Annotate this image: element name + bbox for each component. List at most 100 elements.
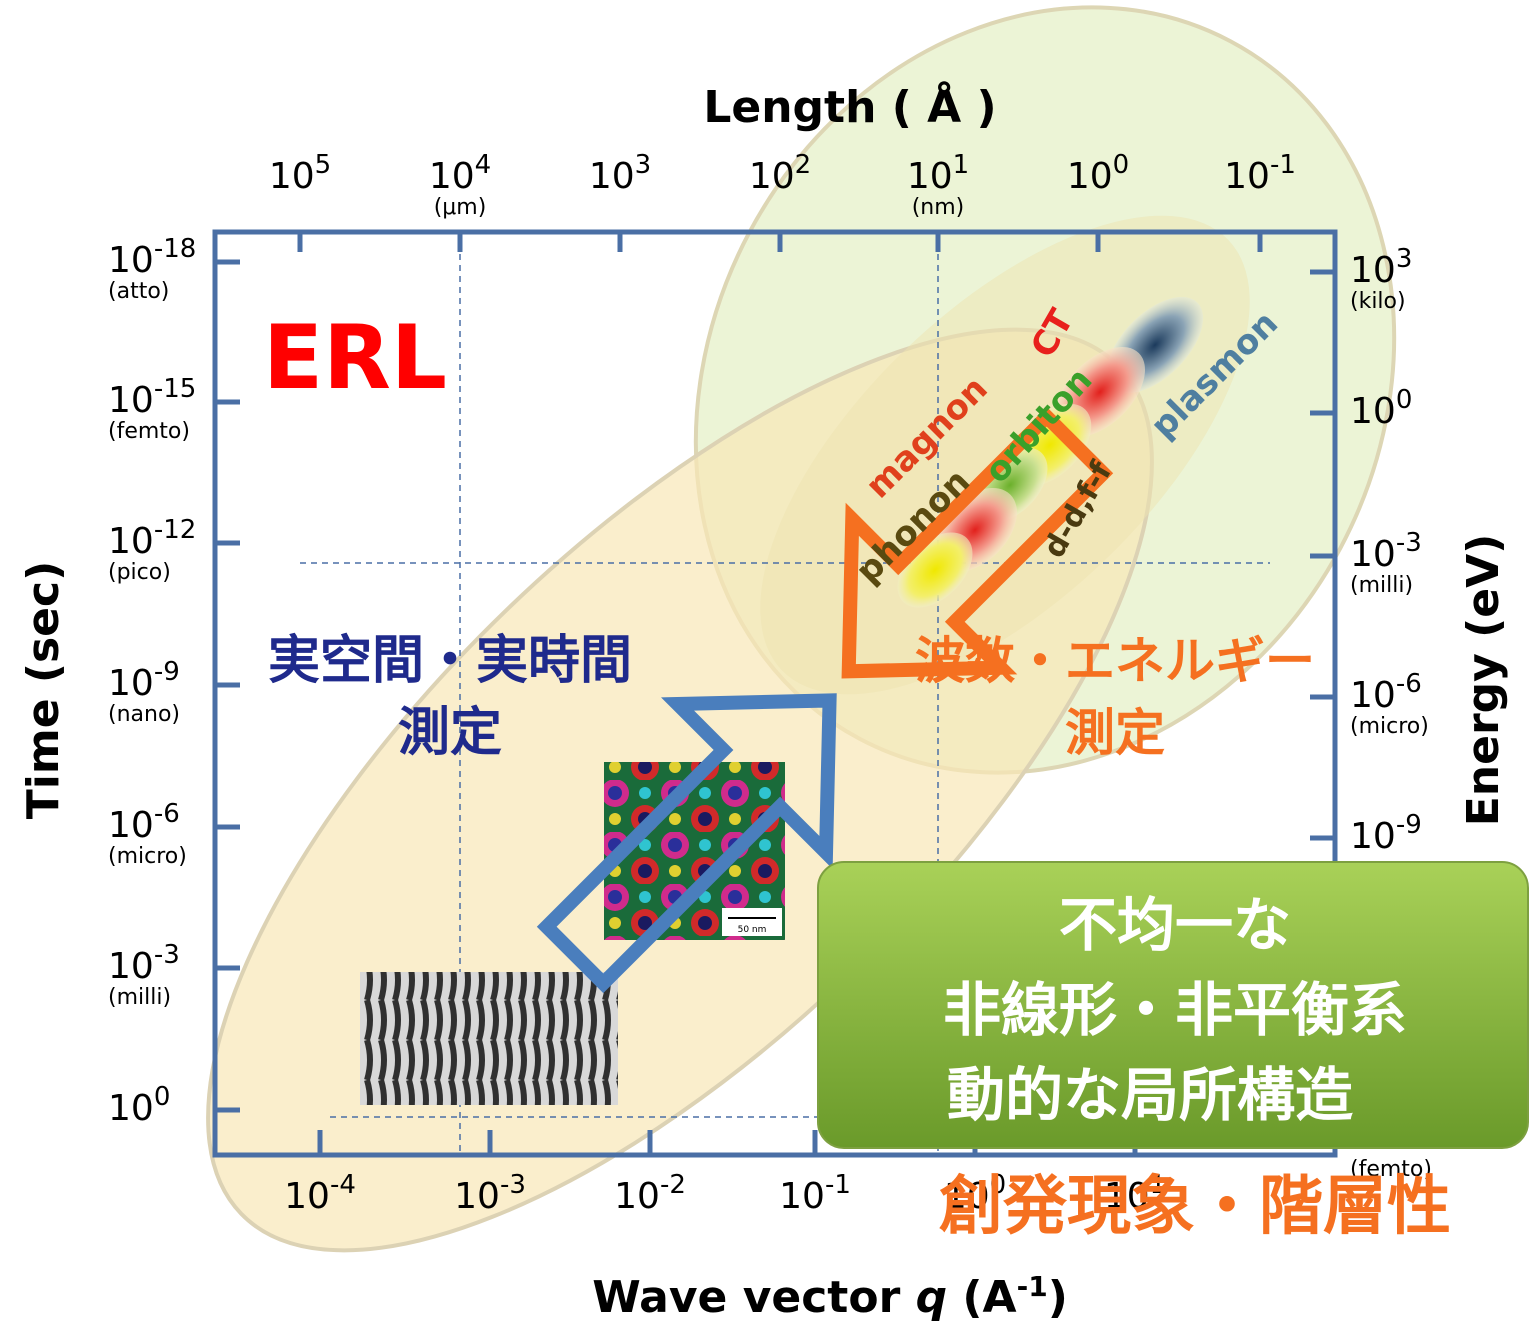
tick-label: 105 <box>269 150 331 197</box>
tick-label: 10-4 <box>284 1170 356 1217</box>
tick-exp: -4 <box>330 1170 356 1200</box>
tick-base: 10 <box>1350 534 1396 575</box>
tick-base: 10 <box>779 1176 825 1217</box>
tick-base: 10 <box>907 156 953 197</box>
tick-unit: (nano) <box>108 702 180 727</box>
tick-exp: 2 <box>795 150 812 180</box>
tick-label: 10-15 <box>108 374 196 421</box>
tick-base: 10 <box>1350 250 1396 291</box>
tick-base: 10 <box>108 521 154 562</box>
tick-label: 10-1 <box>1224 150 1296 197</box>
title-part: (A <box>947 1272 1016 1323</box>
tick-label: 10-9 <box>1350 810 1422 857</box>
title-part: -1 <box>1017 1270 1048 1303</box>
real-space-arrow <box>536 693 837 994</box>
tick-exp: 4 <box>475 150 492 180</box>
tick-base: 10 <box>108 380 154 421</box>
tick-base: 10 <box>589 156 635 197</box>
tick-exp: -6 <box>154 799 180 829</box>
title-part: ) <box>1048 1272 1068 1323</box>
real-space-label: 測定 <box>398 703 502 763</box>
tick-unit: (femto) <box>1350 1157 1432 1182</box>
tick-base: 10 <box>614 1176 660 1217</box>
tick-base: 10 <box>108 805 154 846</box>
real-space-label: 実空間・実時間 <box>268 631 632 691</box>
frame-ticks <box>215 232 1335 1155</box>
tick-unit: (nm) <box>912 195 965 220</box>
momentum-label: 波数・エネルギー <box>915 632 1315 690</box>
tick-label: 104 <box>429 150 491 197</box>
summary-box <box>817 861 1529 1149</box>
tick-exp: 0 <box>1396 385 1413 415</box>
top-axis-title: Length ( Å ) <box>703 80 996 133</box>
scale-bar-bg <box>722 908 782 936</box>
left-axis-title: Time (sec) <box>18 561 69 819</box>
tick-exp: -9 <box>154 657 180 687</box>
tick-unit: (μm) <box>434 195 487 220</box>
box-line: 動的な局所構造 <box>947 1061 1353 1129</box>
tick-exp: 3 <box>1396 244 1413 274</box>
tick-exp: 1 <box>1150 1170 1167 1200</box>
tick-label: 100 <box>108 1082 170 1129</box>
tick-label: 100 <box>1350 385 1412 432</box>
bottom-axis-title: Wave vector q (A-1) <box>592 1270 1068 1324</box>
tick-base: 10 <box>1224 156 1270 197</box>
tick-unit: (atto) <box>108 279 169 304</box>
momentum-label: 測定 <box>1065 704 1165 762</box>
tick-unit: (micro) <box>1350 714 1429 739</box>
tick-base: 10 <box>108 663 154 704</box>
tick-label: 102 <box>749 150 811 197</box>
tick-exp: -6 <box>1396 669 1422 699</box>
plot-frame <box>212 229 1338 1158</box>
tick-label: 10-3 <box>108 940 180 987</box>
tick-label: 10-18 <box>108 234 196 281</box>
tick-base: 10 <box>284 1176 330 1217</box>
tick-exp: -12 <box>154 515 196 545</box>
tick-exp: 0 <box>154 1082 171 1112</box>
title-part: Wave vector <box>592 1272 915 1323</box>
tick-exp: 0 <box>990 1170 1007 1200</box>
tick-base: 10 <box>1350 675 1396 716</box>
tick-label: 100 <box>944 1170 1006 1217</box>
tick-label: 10-3 <box>454 1170 526 1217</box>
tick-label: 10-12 <box>108 515 196 562</box>
tick-exp: -3 <box>154 940 180 970</box>
momentum-arrow <box>841 406 1114 679</box>
tick-label: 10-2 <box>614 1170 686 1217</box>
tick-label: 101 <box>1104 1170 1166 1217</box>
footer-label: 創発現象・階層性 <box>939 1170 1451 1244</box>
box-line: 非線形・非平衡系 <box>943 976 1407 1044</box>
tick-label: 103 <box>1350 244 1412 291</box>
tick-exp: -18 <box>154 234 196 264</box>
tick-base: 10 <box>1350 391 1396 432</box>
tick-unit: (pico) <box>108 560 171 585</box>
tick-exp: 0 <box>1113 150 1130 180</box>
erl-label: ERL <box>263 306 447 409</box>
box-line: 不均一な <box>1059 891 1291 959</box>
tick-exp: -1 <box>1270 150 1296 180</box>
tick-unit: (milli) <box>1350 573 1413 598</box>
tick-exp: 1 <box>953 150 970 180</box>
tick-base: 10 <box>1067 156 1113 197</box>
tick-unit: (milli) <box>108 985 171 1010</box>
scale-label: 50 nm <box>738 925 767 935</box>
tick-exp: -15 <box>154 374 196 404</box>
tick-exp: -2 <box>660 1170 686 1200</box>
tick-base: 10 <box>108 240 154 281</box>
tick-base: 10 <box>1104 1176 1150 1217</box>
right-axis-title: Energy (eV) <box>1458 534 1509 827</box>
tick-exp: 3 <box>635 150 652 180</box>
tick-base: 10 <box>108 946 154 987</box>
tick-label: 103 <box>589 150 651 197</box>
tick-base: 10 <box>269 156 315 197</box>
tick-label: 10-6 <box>1350 669 1422 716</box>
tick-label: 10-6 <box>108 799 180 846</box>
tick-exp: -1 <box>825 1170 851 1200</box>
tick-label: 10-9 <box>108 657 180 704</box>
tick-exp: 5 <box>315 150 332 180</box>
tick-exp: -9 <box>1396 810 1422 840</box>
stripe-image <box>360 972 618 1105</box>
tick-label: 100 <box>1067 150 1129 197</box>
